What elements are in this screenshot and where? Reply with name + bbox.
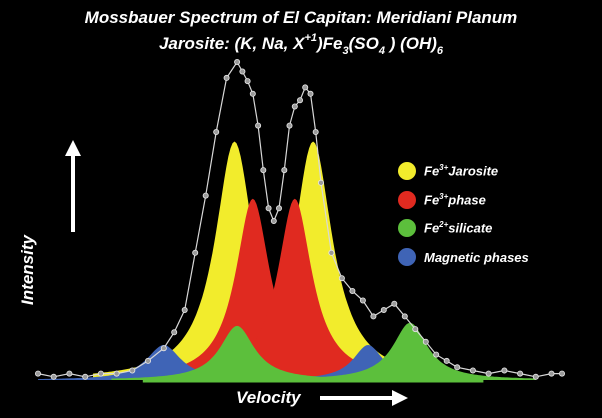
measured-point [433,351,440,358]
measured-point [265,205,272,212]
peak-area-fe2-silicate-1 [111,325,363,380]
legend-ion: Fe [424,220,440,236]
measured-point [312,128,319,135]
peak-area-fe3-phase-1 [127,198,379,380]
peak-area-fe3-jarosite-2 [171,141,455,380]
measured-point [113,370,120,377]
measured-point [66,370,73,377]
legend-label: silicate [448,220,493,236]
measured-point [234,59,241,66]
formula-part: )Fe [317,34,343,53]
peak-area-fe3-phase-2 [169,198,421,380]
measured-point [213,128,220,135]
measured-point [370,313,377,320]
measured-point [485,370,492,377]
legend-swatch [398,191,416,209]
measured-point [422,338,429,345]
legend-item-fe3-phase: Fe3+phase [398,191,486,209]
legend-item-jarosite: Fe3+Jarosite [398,162,498,180]
formula-superscript: +1 [304,32,317,44]
formula-part: Jarosite: (K, Na, X [158,34,305,53]
measured-point [454,364,461,371]
measured-point [239,68,246,75]
legend-swatch [398,162,416,180]
measured-point [349,287,356,294]
measured-point [244,78,251,85]
measured-point [317,179,324,186]
measured-point [559,370,566,377]
legend-swatch [398,219,416,237]
formula-subscript: 3 [342,45,349,57]
measured-point [281,167,288,174]
measured-point [144,357,151,364]
measured-spectrum-line [37,60,562,378]
formula-subscript: 4 [378,45,385,57]
peak-area-fe2-silicate-2 [284,322,536,380]
measured-point [255,122,262,129]
x-axis-label: Velocity [236,388,301,407]
measured-point [97,370,104,377]
measured-point [501,367,508,374]
measured-point [275,205,282,212]
measured-point [286,122,293,129]
measured-point [160,345,167,352]
measured-point [260,167,267,174]
measured-point [380,306,387,313]
chart-title: Mossbauer Spectrum of El Capitan: Meridi… [84,8,518,27]
measured-point [249,90,256,97]
measured-point [296,97,303,104]
measured-point [443,357,450,364]
measured-point [192,249,199,256]
measured-point [517,370,524,377]
legend-swatch [398,248,416,266]
peak-area-magnetic-phases-2 [258,345,479,380]
measured-point [412,326,419,333]
legend-label: Jarosite [448,163,499,179]
peak-area-magnetic-phases-1 [38,345,290,380]
measured-point [307,90,314,97]
measured-point [532,373,539,380]
measured-point [223,74,230,81]
measured-point [302,84,309,91]
formula-part: (SO [348,34,379,53]
y-axis-label: Intensity [18,235,37,305]
measured-point [82,373,89,380]
chart-subtitle-formula: Jarosite: (K, Na, X+1)Fe3(SO4 ) (OH)6 [0,32,602,57]
measured-point [391,300,398,307]
legend-item-fe2-silicate: Fe2+silicate [398,219,492,237]
legend-charge: 3+ [439,192,449,202]
legend-charge: 2+ [439,220,449,230]
measured-point [401,313,408,320]
legend-item-magnetic: Magnetic phases [398,248,529,266]
measured-point [35,370,42,377]
measured-point [359,297,366,304]
legend-label: Magnetic phases [424,249,529,265]
measured-point [171,329,178,336]
measured-point [129,367,136,374]
formula-subscript: 6 [436,45,444,57]
legend-charge: 3+ [439,163,449,173]
formula-part: ) (OH) [384,34,437,53]
measured-point [181,306,188,313]
measured-point [469,367,476,374]
measured-point [270,217,277,224]
measured-point [338,275,345,282]
measured-point [50,373,57,380]
legend-ion: Fe [424,163,440,179]
legend-ion: Fe [424,192,440,208]
measured-point [202,192,209,199]
measured-point [548,370,555,377]
measured-point [328,249,335,256]
measured-point [291,103,298,110]
peak-area-fe3-jarosite-1 [93,141,376,380]
legend-label: phase [448,192,486,208]
